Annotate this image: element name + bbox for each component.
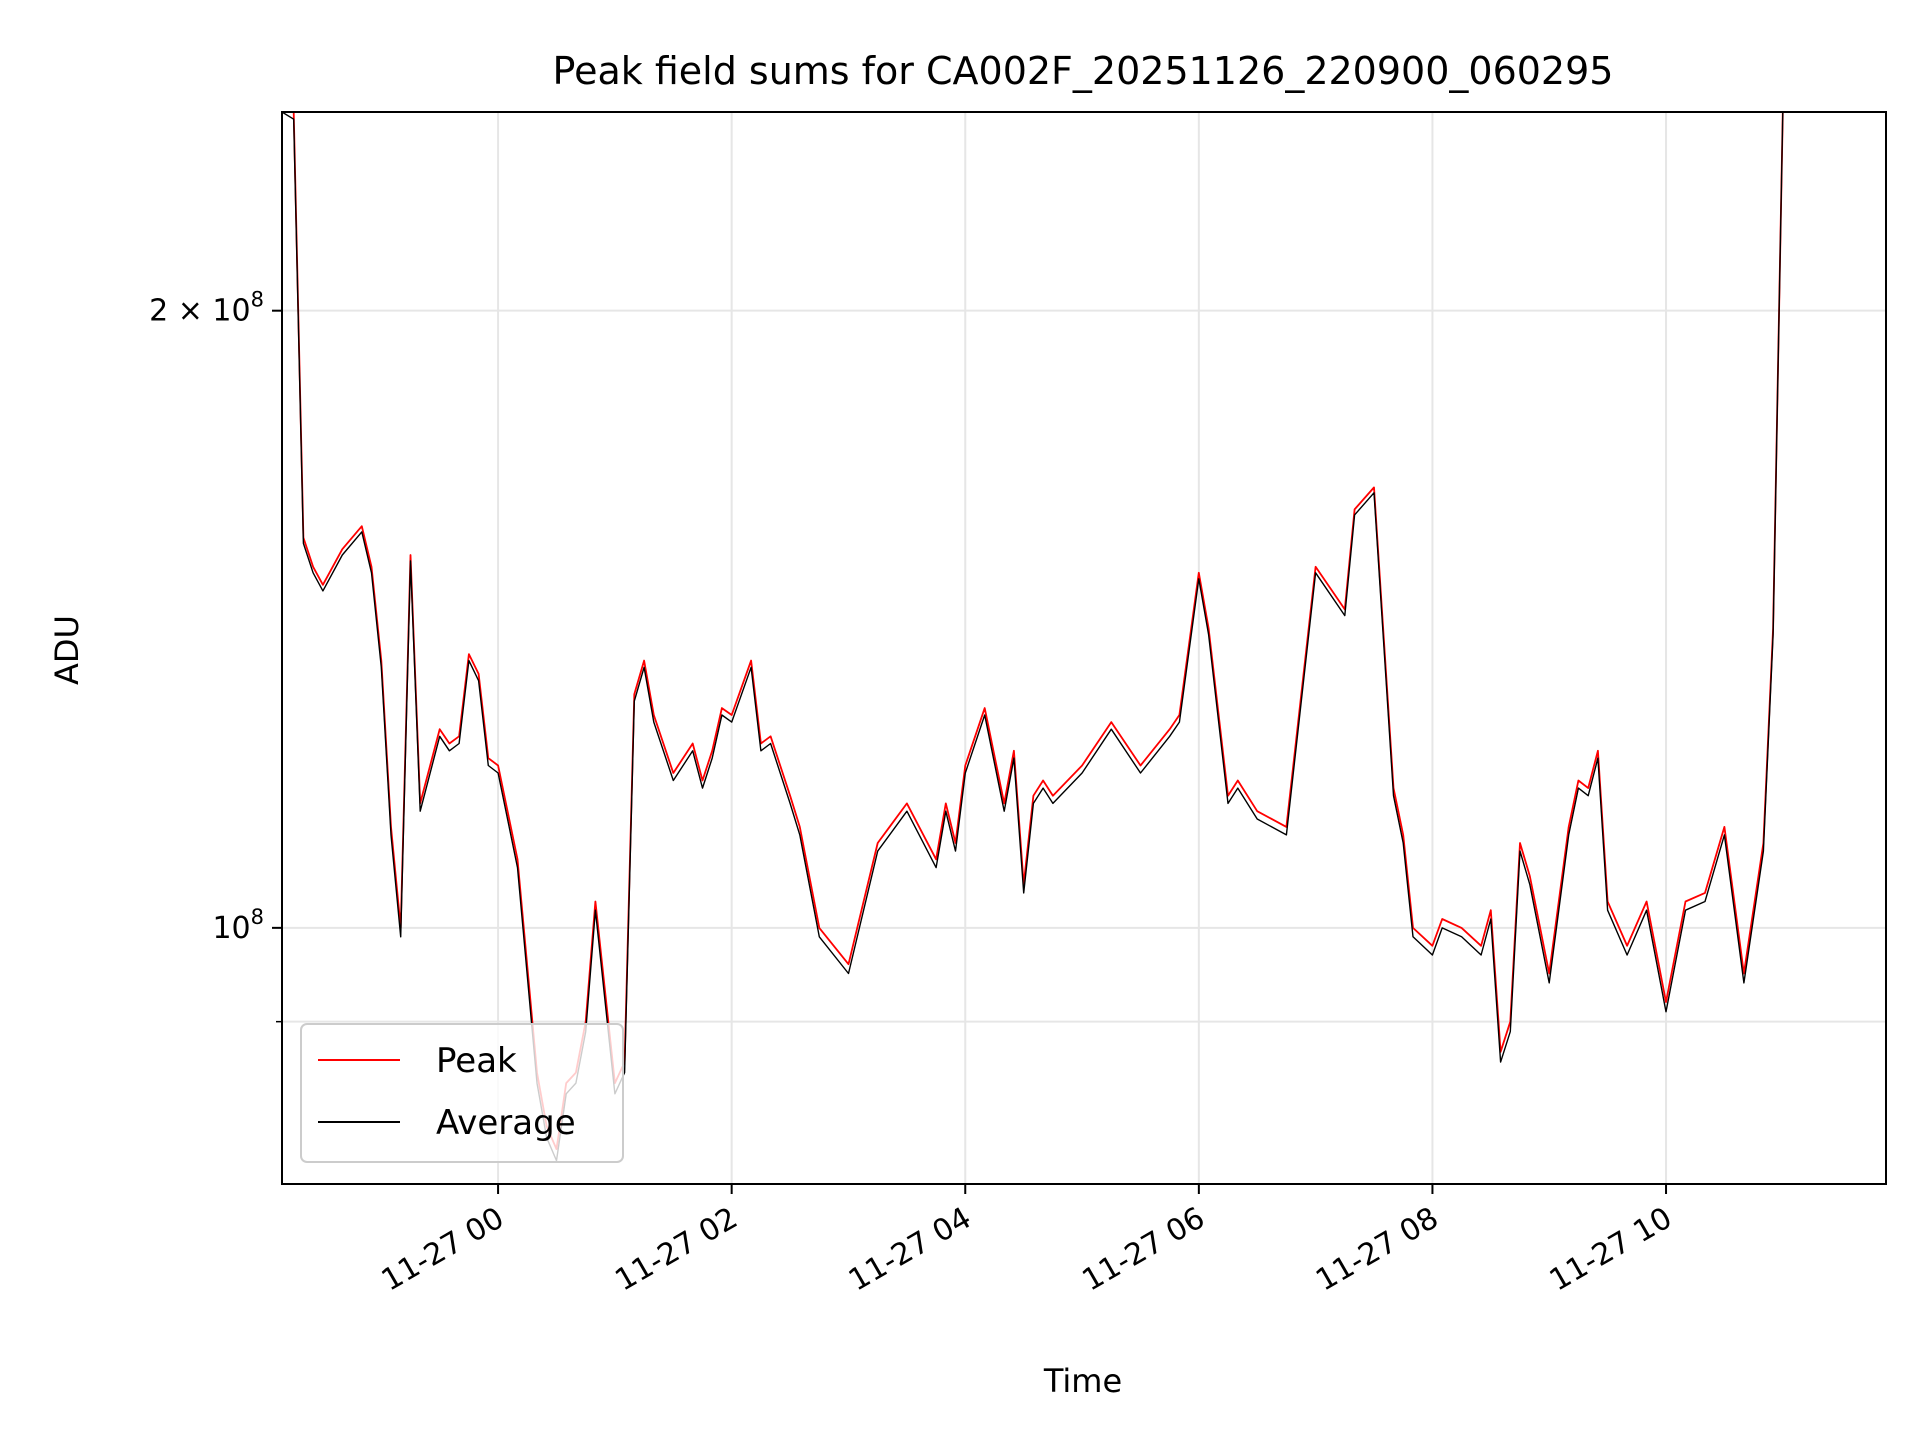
y-tick-label: 108 <box>212 905 264 946</box>
series-line-peak <box>282 112 1886 1150</box>
x-axis-label: Time <box>1043 1362 1122 1400</box>
plot-frame <box>281 111 1887 1185</box>
y-axis: 2 × 108 108 <box>149 288 282 1023</box>
legend-box <box>300 1023 624 1163</box>
legend-label-peak: Peak <box>436 1041 517 1081</box>
legend-label-average: Average <box>436 1103 576 1143</box>
grid <box>282 112 1886 1184</box>
chart-title: Peak field sums for CA002F_20251126_2209… <box>553 49 1614 93</box>
legend: Peak Average <box>300 1023 624 1163</box>
y-tick-label: 2 × 108 <box>149 288 264 329</box>
plot-lines <box>282 112 1886 1162</box>
y-axis-label: ADU <box>48 615 86 685</box>
series-line-average <box>282 112 1886 1162</box>
